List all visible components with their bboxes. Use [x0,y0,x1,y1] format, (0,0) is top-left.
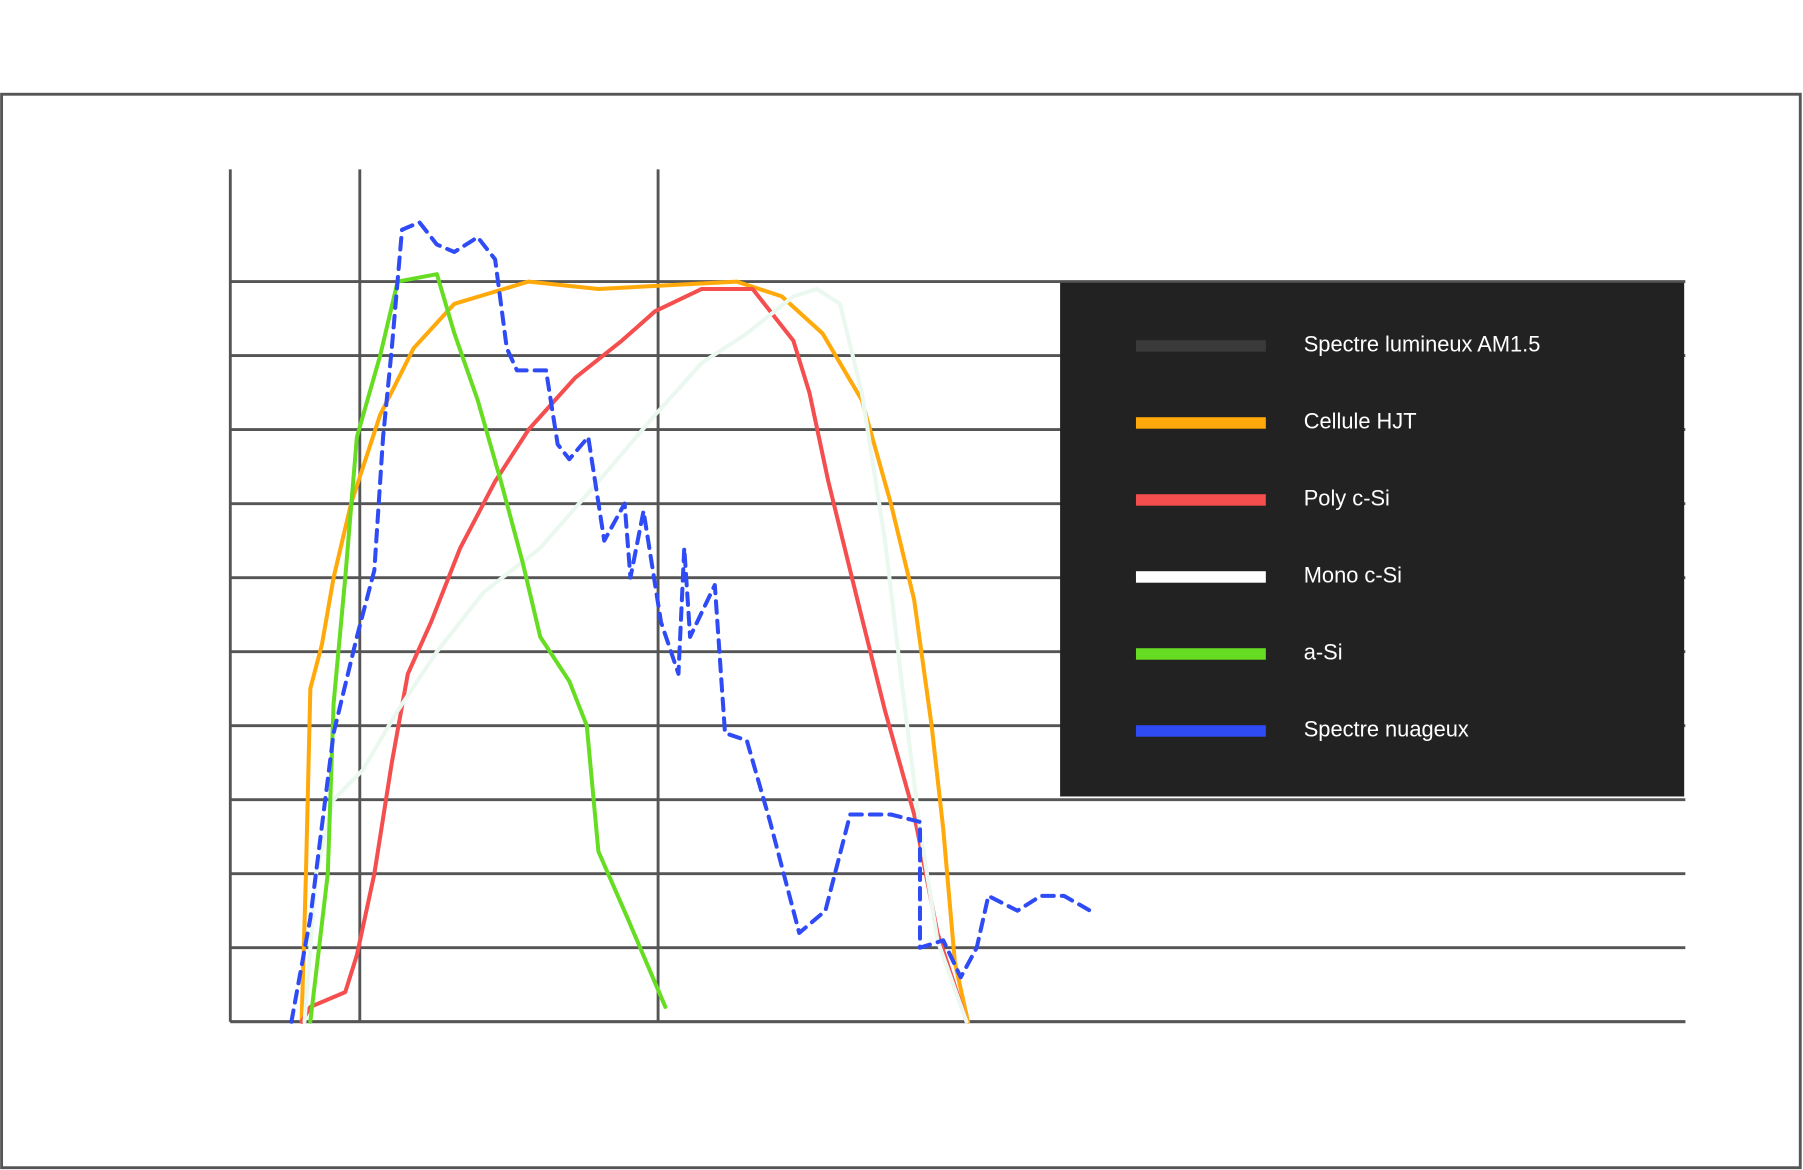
legend-label: Spectre nuageux [1304,717,1469,742]
series-line [299,286,969,1024]
legend-label: Poly c-Si [1304,486,1390,511]
legend-swatch [1135,417,1266,429]
legend-box [1060,282,1685,797]
legend-swatch [1135,494,1266,506]
series-line [302,286,969,1024]
legend: Spectre lumineux AM1.5 Cellule HJT Poly c-… [1060,282,1685,797]
legend-swatch [1135,340,1266,352]
legend-label: a-Si [1304,640,1343,665]
legend-label: Cellule HJT [1304,409,1417,434]
legend-swatch [1135,725,1266,737]
legend-label: Mono c-Si [1304,563,1402,588]
series-line [289,220,1093,1024]
lines [289,220,1093,1024]
series-line [308,272,668,1024]
legend-swatch [1135,571,1266,583]
series-line [299,279,971,1024]
legend-swatch [1135,648,1266,660]
legend-label: Spectre lumineux AM1.5 [1304,332,1541,357]
